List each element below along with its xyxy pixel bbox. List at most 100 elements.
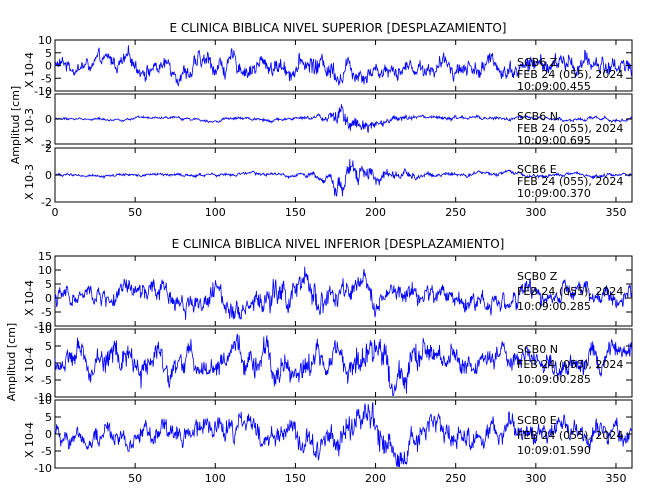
scale-label: X 10-4 [23, 52, 36, 88]
y-tick-label: -5 [41, 72, 52, 85]
lower-channel-n: -10 -5 0 5 10 X 10-4 SCB0 N FEB 24 (055), 20… [23, 323, 633, 404]
x-tick-label: 300 [525, 206, 546, 219]
y-tick-label: 2 [45, 88, 52, 101]
scale-label: X 10-4 [23, 347, 36, 383]
waveform-line [54, 266, 633, 321]
date-label: FEB 24 (055), 2024 [517, 358, 623, 371]
x-tick-label: 50 [128, 206, 142, 219]
time-label: 10:09:00.370 [517, 187, 591, 200]
y-tick-label: -10 [34, 391, 52, 404]
time-label: 10:09:00.285 [517, 373, 591, 386]
waveform-line [54, 402, 633, 467]
y-tick-label: 5 [45, 340, 52, 353]
x-tick-label: 250 [445, 472, 466, 485]
x-tick-label: 100 [205, 206, 226, 219]
y-axis: -10 -5 0 5 10 [34, 394, 632, 475]
station-label: SCB6 N [517, 110, 558, 123]
y-tick-label: 2 [45, 142, 52, 155]
svg-text:Amplitud [cm]: Amplitud [cm] [5, 323, 18, 401]
scale-label: X 10-3 [23, 108, 36, 144]
y-axis: -10 -5 0 5 10 [34, 323, 632, 404]
x-tick-label: 0 [52, 206, 59, 219]
scale-label: X 10-3 [23, 164, 36, 200]
y-tick-label: 15 [38, 250, 52, 263]
upper-channel-e: -2 0 2 X 10-3 SCB6 E FEB 24 (055), 2024 10… [23, 142, 633, 209]
channel-frame [54, 255, 633, 327]
lower-chart: E CLINICA BIBLICA NIVEL INFERIOR [DESPLA… [5, 237, 633, 485]
y-tick-label: 10 [38, 394, 52, 407]
svg-text:Amplitud [cm]: Amplitud [cm] [9, 86, 22, 164]
svg-text:X 10-4: X 10-4 [23, 347, 36, 383]
y-tick-label: 5 [45, 278, 52, 291]
date-label: FEB 24 (055), 2024 [517, 175, 623, 188]
waveform-line [54, 159, 632, 197]
x-tick-label: 50 [128, 472, 142, 485]
x-tick-label: 100 [205, 472, 226, 485]
upper-ylabel: Amplitud [cm] [9, 86, 22, 164]
y-tick-label: -5 [41, 374, 52, 387]
svg-text:X 10-4: X 10-4 [23, 52, 36, 88]
y-tick-label: -10 [34, 320, 52, 333]
y-tick-label: -5 [41, 306, 52, 319]
time-label: 10:09:01.590 [517, 444, 591, 457]
y-tick-label: 0 [45, 169, 52, 182]
x-tick-label: 350 [605, 206, 626, 219]
station-label: SCB0 N [517, 343, 558, 356]
y-tick-label: 5 [45, 411, 52, 424]
y-tick-label: 0 [45, 428, 52, 441]
scale-label: X 10-4 [23, 280, 36, 316]
date-label: FEB 24 (055), 2024 [517, 122, 623, 135]
y-tick-label: 10 [38, 323, 52, 336]
y-axis: -2 0 2 [41, 88, 632, 151]
svg-text:X 10-4: X 10-4 [23, 422, 36, 458]
svg-text:X 10-4: X 10-4 [23, 280, 36, 316]
waveform-line [54, 104, 633, 133]
upper-chart: E CLINICA BIBLICA NIVEL SUPERIOR [DESPLA… [9, 21, 633, 219]
y-tick-label: 0 [45, 292, 52, 305]
x-tick-label: 300 [525, 472, 546, 485]
time-label: 10:09:00.455 [517, 80, 591, 93]
y-tick-label: -2 [41, 138, 52, 151]
station-label: SCB6 Z [517, 56, 558, 69]
y-tick-label: 0 [45, 60, 52, 73]
upper-x-axis: 0 50 100 150 200 250 300 350 [52, 40, 626, 219]
station-label: SCB0 E [517, 414, 557, 427]
svg-text:X 10-3: X 10-3 [23, 108, 36, 144]
y-tick-label: 10 [38, 264, 52, 277]
y-tick-label: -10 [34, 85, 52, 98]
x-tick-label: 200 [365, 206, 386, 219]
lower-ylabel: Amplitud [cm] [5, 323, 18, 401]
x-tick-label: 200 [365, 472, 386, 485]
station-label: SCB6 E [517, 163, 557, 176]
waveform-line [54, 45, 633, 87]
lower-chart-title: E CLINICA BIBLICA NIVEL INFERIOR [DESPLA… [172, 237, 505, 251]
y-tick-label: -10 [34, 462, 52, 475]
y-tick-label: 0 [45, 357, 52, 370]
time-label: 10:09:00.285 [517, 300, 591, 313]
y-tick-label: -2 [41, 196, 52, 209]
x-tick-label: 250 [445, 206, 466, 219]
scale-label: X 10-4 [23, 422, 36, 458]
date-label: FEB 24 (055), 2024 [517, 68, 623, 81]
y-tick-label: 10 [38, 34, 52, 47]
x-tick-label: 350 [605, 472, 626, 485]
station-label: SCB0 Z [517, 270, 558, 283]
y-tick-label: 0 [45, 113, 52, 126]
date-label: FEB 24 (055), 2024 [517, 285, 623, 298]
x-tick-label: 150 [285, 472, 306, 485]
y-axis: -2 0 2 [41, 142, 632, 209]
lower-channel-e: -10 -5 0 5 10 X 10-4 SCB0 E FEB 24 (055), 20… [23, 394, 633, 475]
waveform-line [54, 333, 633, 396]
y-tick-label: -5 [41, 445, 52, 458]
x-tick-label: 150 [285, 206, 306, 219]
upper-chart-title: E CLINICA BIBLICA NIVEL SUPERIOR [DESPLA… [170, 21, 507, 35]
time-label: 10:09:00.695 [517, 134, 591, 147]
svg-text:X 10-3: X 10-3 [23, 164, 36, 200]
date-label: FEB 24 (055), 2024 [517, 429, 623, 442]
lower-x-axis: 50 100 150 200 250 300 350 [128, 256, 626, 485]
